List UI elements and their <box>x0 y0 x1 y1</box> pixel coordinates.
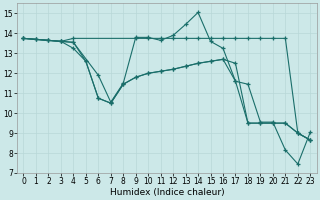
X-axis label: Humidex (Indice chaleur): Humidex (Indice chaleur) <box>109 188 224 197</box>
